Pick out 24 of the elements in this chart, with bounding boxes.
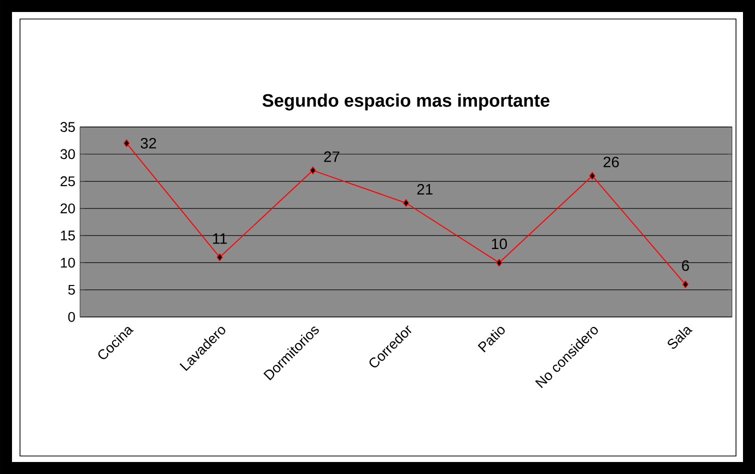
- y-tick-label: 0: [68, 312, 75, 322]
- point: [402, 199, 410, 207]
- y-tick-label: 5: [68, 284, 75, 295]
- y-tick-label: 30: [60, 149, 75, 160]
- point: [216, 253, 223, 262]
- data-label: 21: [417, 184, 432, 194]
- data-label: 11: [213, 233, 227, 244]
- x-tick-label: Sala: [668, 326, 693, 349]
- data-label: 10: [492, 238, 507, 250]
- point: [496, 258, 502, 267]
- data-label: 6: [682, 260, 689, 271]
- y-tick-label: 35: [60, 122, 75, 132]
- y-tick-label: 25: [60, 176, 75, 186]
- data-label: 26: [604, 156, 619, 168]
- point: [682, 280, 688, 288]
- point: [589, 172, 596, 180]
- data-label: 32: [140, 138, 156, 149]
- point: [124, 139, 130, 148]
- point: [310, 166, 316, 174]
- y-tick-label: 20: [60, 203, 75, 214]
- chart-title: Segundo espacio mas importante: [262, 94, 550, 110]
- y-tick-label: 15: [60, 230, 75, 240]
- y-tick-label: 10: [60, 258, 75, 268]
- data-label: 27: [324, 151, 340, 162]
